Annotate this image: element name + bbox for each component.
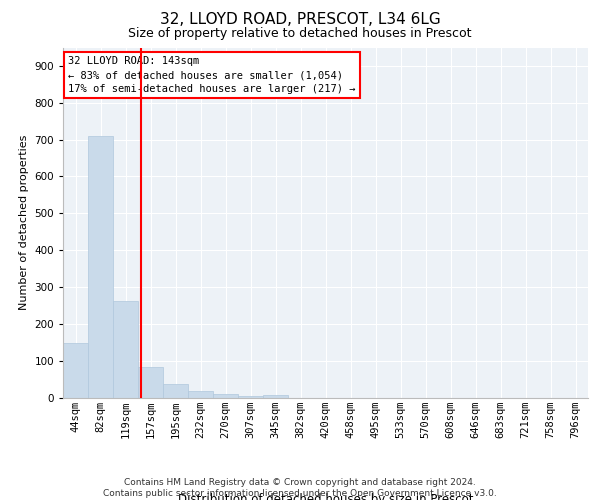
Text: 32, LLOYD ROAD, PRESCOT, L34 6LG: 32, LLOYD ROAD, PRESCOT, L34 6LG (160, 12, 440, 28)
Text: Contains HM Land Registry data © Crown copyright and database right 2024.
Contai: Contains HM Land Registry data © Crown c… (103, 478, 497, 498)
Bar (163, 384, 188, 398)
Bar (88, 136, 113, 398)
Bar (188, 391, 213, 398)
Bar (213, 394, 238, 398)
Y-axis label: Number of detached properties: Number of detached properties (19, 135, 29, 310)
Bar (138, 366, 163, 398)
Bar (238, 396, 263, 398)
Bar (263, 394, 288, 398)
X-axis label: Distribution of detached houses by size in Prescot: Distribution of detached houses by size … (178, 494, 473, 500)
Bar (63, 343, 88, 398)
Text: Size of property relative to detached houses in Prescot: Size of property relative to detached ho… (128, 28, 472, 40)
Text: 32 LLOYD ROAD: 143sqm
← 83% of detached houses are smaller (1,054)
17% of semi-d: 32 LLOYD ROAD: 143sqm ← 83% of detached … (68, 56, 356, 94)
Bar (113, 301, 138, 398)
